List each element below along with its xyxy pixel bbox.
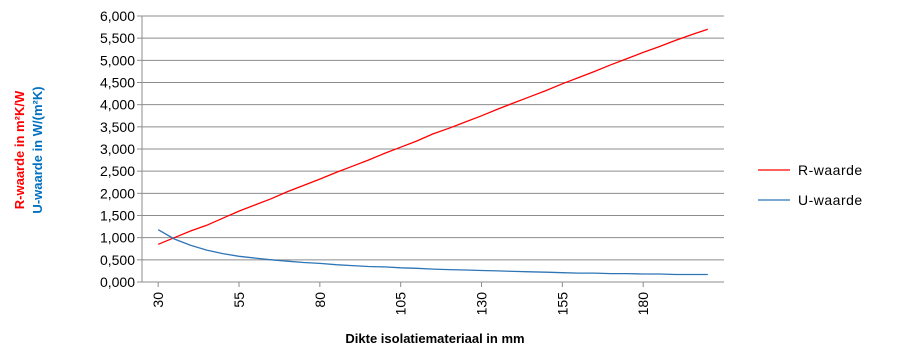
y-tick-label: 1,500 xyxy=(100,208,135,224)
y-tick-label: 3,500 xyxy=(100,119,135,135)
y-tick-label: 5,000 xyxy=(100,52,135,68)
y-tick-label: 4,000 xyxy=(100,97,135,113)
x-axis-tick-labels: 30 55 80 105 130 155 180 xyxy=(150,292,651,316)
x-tick-label: 180 xyxy=(635,292,651,316)
x-axis-title: Dikte isolatiemateriaal in mm xyxy=(345,331,524,346)
series-line-r-waarde xyxy=(157,28,709,245)
y-axis-title: R-waarde in m²K/W U-waarde in W/(m²K) xyxy=(12,86,45,213)
y-tick-label: 2,000 xyxy=(100,185,135,201)
x-tick-label: 30 xyxy=(150,292,166,308)
y-tick-label: 2,500 xyxy=(100,163,135,179)
x-tick-label: 130 xyxy=(474,292,490,316)
y-tick-label: 0,000 xyxy=(100,274,135,290)
y-axis-title-line: R-waarde in m²K/W xyxy=(12,90,27,209)
legend: R-waarde U-waarde xyxy=(758,162,863,208)
y-axis-title-line: U-waarde in W/(m²K) xyxy=(30,86,45,213)
y-tick-label: 3,000 xyxy=(100,141,135,157)
legend-label: U-waarde xyxy=(798,192,863,208)
series-line-u-waarde xyxy=(157,229,708,276)
y-axis-tick-labels: 0,000 0,500 1,000 1,500 2,000 2,500 3,000 3,500… xyxy=(100,8,135,290)
y-tick-label: 4,500 xyxy=(100,75,135,91)
y-tick-label: 6,000 xyxy=(100,8,135,24)
y-tick-label: 0,500 xyxy=(100,252,135,268)
gridlines xyxy=(137,15,724,287)
x-tick-label: 80 xyxy=(312,292,328,308)
y-tick-label: 5,500 xyxy=(100,30,135,46)
axes xyxy=(141,16,724,283)
legend-label: R-waarde xyxy=(798,162,863,178)
x-tick-label: 155 xyxy=(554,292,570,316)
series-lines xyxy=(157,28,709,276)
x-tick-label: 105 xyxy=(393,292,409,316)
y-tick-label: 1,000 xyxy=(100,230,135,246)
x-tick-label: 55 xyxy=(231,292,247,308)
